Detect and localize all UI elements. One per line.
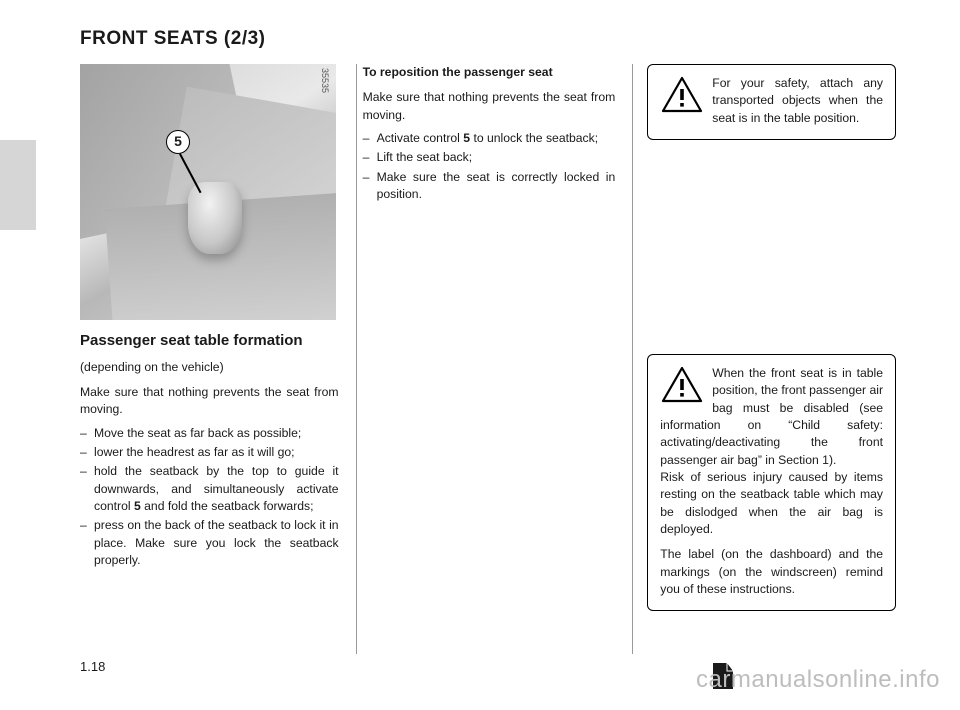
- warning-box-2: When the front seat is in table position…: [647, 354, 896, 611]
- warning-box-1: For your safety, attach any transported …: [647, 64, 896, 140]
- page: FRONT SEATS (2/3) 35535 5 Passenger seat…: [0, 0, 960, 710]
- list-item: –Move the seat as far back as possible;: [80, 425, 339, 442]
- list-item: –Make sure the seat is correctly locked …: [363, 169, 616, 204]
- warning-icon: [660, 75, 704, 115]
- col1-list: –Move the seat as far back as possible; –…: [80, 425, 339, 570]
- side-tab: [0, 140, 36, 230]
- callout-5: 5: [166, 130, 190, 154]
- watermark: carmanualsonline.info: [696, 666, 940, 694]
- image-code: 35535: [320, 68, 330, 93]
- warning-2-p3: The label (on the dashboard) and the mar…: [660, 546, 883, 598]
- list-item: –lower the headrest as far as it will go…: [80, 444, 339, 461]
- list-item: –press on the back of the seatback to lo…: [80, 517, 339, 569]
- list-item: –hold the seatback by the top to guide i…: [80, 463, 339, 515]
- warning-icon: [660, 365, 704, 405]
- column-2: To reposition the passenger seat Make su…: [357, 64, 634, 710]
- col1-intro: Make sure that nothing prevents the seat…: [80, 384, 339, 419]
- col1-sub: (depending on the vehicle): [80, 359, 339, 376]
- col2-list: –Activate control 5 to unlock the seatba…: [363, 130, 616, 203]
- list-item: –Lift the seat back;: [363, 149, 616, 166]
- page-number: 1.18: [80, 659, 105, 674]
- page-title: FRONT SEATS (2/3): [80, 28, 914, 50]
- seat-figure: 35535 5: [80, 64, 336, 320]
- column-1: 35535 5 Passenger seat table formation (…: [80, 64, 357, 710]
- col2-intro: Make sure that nothing prevents the seat…: [363, 89, 616, 124]
- list-item: –Activate control 5 to unlock the seatba…: [363, 130, 616, 147]
- col2-heading: To reposition the passenger seat: [363, 64, 616, 81]
- columns: 35535 5 Passenger seat table formation (…: [80, 64, 914, 710]
- warning-2-p2: Risk of serious injury caused by items r…: [660, 469, 883, 538]
- col1-heading: Passenger seat table formation: [80, 332, 339, 351]
- column-3: For your safety, attach any transported …: [633, 64, 914, 710]
- seat-control-knob: [188, 182, 242, 254]
